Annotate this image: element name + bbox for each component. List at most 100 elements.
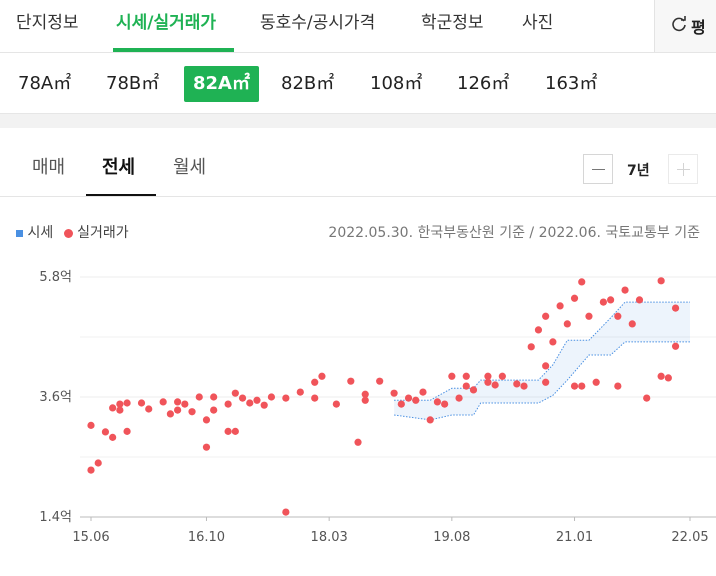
deal-point bbox=[109, 433, 117, 441]
deal-point bbox=[87, 421, 95, 429]
deal-point bbox=[332, 400, 340, 408]
deal-point bbox=[101, 428, 110, 436]
deal-point bbox=[563, 320, 571, 328]
deal-point bbox=[426, 416, 434, 424]
deal-point bbox=[188, 408, 196, 416]
x-tick-label: 22.05 bbox=[671, 530, 708, 545]
y-tick-label: 5.8억 bbox=[39, 270, 72, 285]
deal-point bbox=[643, 394, 651, 402]
deal-point bbox=[491, 381, 499, 389]
deal-point bbox=[484, 378, 492, 386]
deal-point bbox=[116, 406, 124, 414]
deal-point bbox=[542, 362, 550, 370]
deal-point bbox=[166, 410, 174, 418]
deal-point bbox=[116, 400, 124, 408]
legend-label: 실거래가 bbox=[77, 225, 129, 241]
deal-point bbox=[282, 508, 290, 516]
area-option[interactable]: 78A㎡ bbox=[18, 73, 72, 94]
legend: 시세 실거래가 bbox=[16, 222, 129, 242]
deal-point bbox=[549, 338, 557, 346]
deal-point bbox=[123, 427, 131, 435]
deal-point bbox=[534, 326, 543, 334]
legend-label: 시세 bbox=[27, 225, 54, 241]
deal-point bbox=[419, 388, 427, 396]
deal-point bbox=[585, 312, 593, 320]
deal-point bbox=[578, 278, 586, 286]
x-tick-label: 15.06 bbox=[72, 530, 109, 545]
deal-point bbox=[87, 466, 95, 474]
deal-point bbox=[607, 296, 615, 304]
legend-swatch bbox=[16, 229, 23, 237]
deal-point bbox=[621, 286, 629, 294]
area-option[interactable]: 163㎡ bbox=[545, 73, 598, 94]
tab[interactable]: 단지정보 bbox=[16, 13, 79, 33]
deal-point bbox=[238, 394, 247, 402]
deal-point bbox=[202, 443, 211, 451]
deal-point bbox=[657, 277, 665, 285]
deal-point bbox=[109, 404, 117, 412]
tab[interactable]: 동호수/공시가격 bbox=[260, 13, 376, 33]
tab[interactable]: 학군정보 bbox=[421, 13, 484, 33]
deal-point bbox=[657, 372, 665, 380]
deal-point bbox=[397, 400, 405, 408]
deal-point bbox=[137, 399, 146, 407]
deal-point bbox=[318, 372, 326, 380]
deal-point bbox=[195, 393, 203, 401]
period-minus[interactable] bbox=[583, 154, 613, 184]
period-label: 7년 bbox=[627, 163, 650, 179]
deal-point bbox=[181, 400, 189, 408]
deal-point bbox=[267, 393, 276, 401]
deal-tab-underline bbox=[86, 194, 156, 196]
period-plus[interactable] bbox=[668, 154, 698, 184]
deal-point bbox=[513, 380, 521, 388]
source-note: 2022.05.30. 한국부동산원 기준 / 2022.06. 국토교통부 기… bbox=[328, 225, 700, 241]
deal-point bbox=[231, 389, 239, 397]
deal-point bbox=[361, 396, 369, 404]
unit-button[interactable]: 평 bbox=[654, 0, 716, 52]
separator bbox=[0, 113, 716, 128]
deal-point bbox=[542, 378, 550, 386]
deal-point bbox=[260, 401, 268, 409]
deal-point bbox=[159, 398, 167, 406]
deal-point bbox=[570, 294, 579, 302]
deal-point bbox=[282, 394, 290, 402]
tab-active[interactable]: 시세/실거래가 bbox=[116, 13, 217, 33]
deal-point bbox=[246, 399, 254, 407]
x-tick-label: 19.08 bbox=[433, 530, 470, 545]
deal-tab-active[interactable]: 전세 bbox=[102, 157, 136, 178]
deal-point bbox=[224, 400, 232, 408]
deal-point bbox=[520, 382, 528, 390]
deal-point bbox=[311, 394, 319, 402]
deal-tab[interactable]: 매매 bbox=[32, 157, 66, 178]
area-option-active[interactable]: 82A㎡ bbox=[184, 66, 259, 102]
deal-point bbox=[614, 312, 622, 320]
deal-point bbox=[455, 394, 463, 402]
deal-point bbox=[592, 378, 600, 386]
deal-point bbox=[484, 372, 492, 380]
legend-swatch bbox=[63, 228, 73, 238]
deal-point bbox=[498, 372, 506, 380]
y-tick-label: 3.6억 bbox=[39, 390, 72, 405]
deal-point bbox=[174, 406, 182, 414]
deal-tab[interactable]: 월세 bbox=[173, 157, 207, 178]
area-option[interactable]: 78B㎡ bbox=[106, 73, 160, 94]
x-tick-label: 16.10 bbox=[188, 530, 225, 545]
deal-point bbox=[296, 388, 304, 396]
deal-point bbox=[570, 382, 579, 390]
deal-point bbox=[635, 296, 644, 304]
area-option[interactable]: 126㎡ bbox=[457, 73, 510, 94]
tab[interactable]: 사진 bbox=[522, 13, 554, 33]
deal-point bbox=[224, 427, 232, 435]
deal-point bbox=[578, 382, 586, 390]
deal-point bbox=[462, 382, 470, 390]
deal-point bbox=[556, 302, 564, 310]
area-option[interactable]: 82B㎡ bbox=[281, 73, 335, 94]
deal-point bbox=[448, 372, 456, 380]
tab-bar: 단지정보 시세/실거래가 동호수/공시가격 학군정보 사진 bbox=[0, 0, 716, 53]
area-option[interactable]: 108㎡ bbox=[370, 73, 423, 94]
deal-point bbox=[412, 396, 420, 404]
price-band-low bbox=[394, 341, 690, 421]
tab-underline bbox=[113, 48, 234, 52]
deal-point bbox=[94, 459, 102, 467]
